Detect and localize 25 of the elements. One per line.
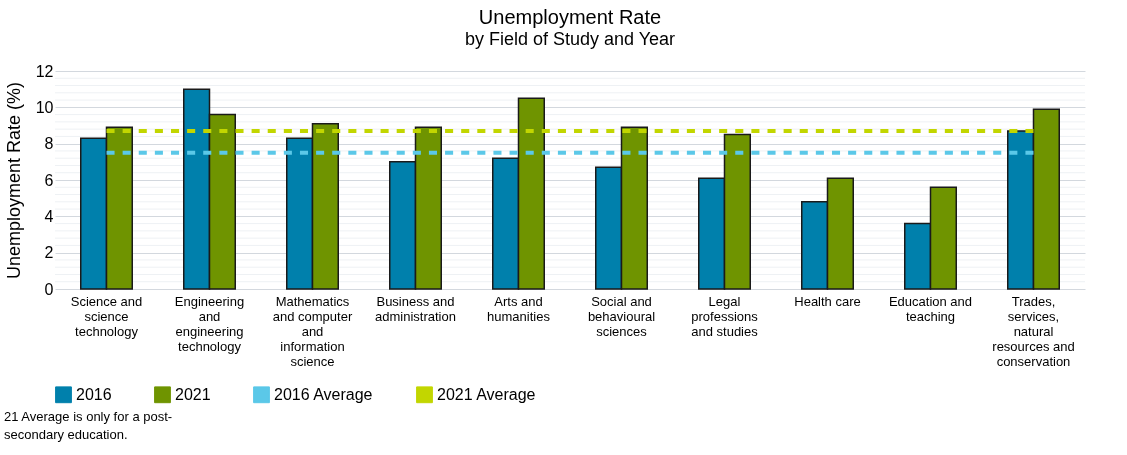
x-tick-label: Engineering and engineering technology bbox=[174, 293, 245, 354]
x-tick-label: Health care bbox=[794, 293, 861, 309]
y-tick-label: 12 bbox=[35, 62, 54, 80]
x-tick-label: Science and science technology bbox=[70, 293, 143, 339]
chart-subtitle: by Field of Study and Year bbox=[464, 29, 676, 49]
x-tick-label: Trades, services, natural resources and conservation bbox=[992, 293, 1075, 369]
chart-title: Unemployment Rate bbox=[478, 6, 662, 28]
x-tick-label: Legal professions and studies bbox=[691, 293, 759, 339]
x-tick-label: Social and behavioural sciences bbox=[587, 293, 656, 339]
x-tick-label: Mathematics and computer and information science bbox=[272, 293, 353, 369]
y-tick-label: 8 bbox=[44, 135, 54, 153]
text: 21 Average is only for a post-secondary education. bbox=[4, 408, 174, 444]
legend-label: 2021 Average bbox=[437, 385, 536, 403]
legend-label: 2016 bbox=[76, 385, 112, 403]
y-tick-label: 4 bbox=[44, 207, 54, 225]
y-tick-label: 10 bbox=[35, 98, 54, 116]
y-tick-label: 2 bbox=[44, 244, 54, 262]
y-tick-label: 6 bbox=[44, 171, 54, 189]
x-tick-label: Business and administration bbox=[375, 293, 456, 324]
x-tick-label: Education and teaching bbox=[888, 293, 973, 324]
y-axis-title: Unemployment Rate (%) bbox=[3, 81, 24, 280]
x-tick-label: Arts and humanities bbox=[487, 293, 551, 324]
legend-label: 2021 bbox=[175, 385, 211, 403]
legend-label: 2016 Average bbox=[274, 385, 373, 403]
y-tick-label: 0 bbox=[44, 280, 54, 298]
